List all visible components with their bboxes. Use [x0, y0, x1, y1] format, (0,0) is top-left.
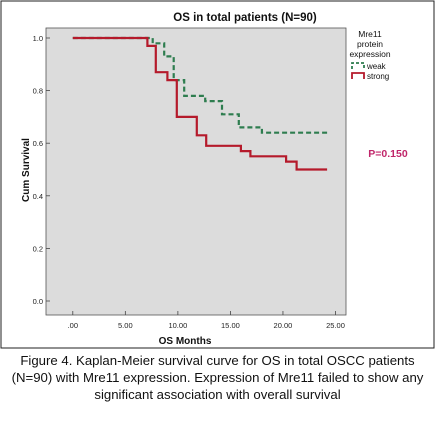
y-tick-label: 0.4: [33, 192, 43, 201]
plot-area: [45, 27, 347, 316]
x-tick-label: 25.00: [326, 321, 345, 330]
series-line-weak: [72, 36, 328, 134]
y-tick-label: 0.6: [33, 139, 43, 148]
y-tick-label: 0.8: [33, 87, 43, 96]
y-tick-label: 0.2: [33, 244, 43, 253]
figure-caption: Figure 4. Kaplan-Meier survival curve fo…: [11, 353, 424, 402]
chart-title: OS in total patients (N=90): [173, 12, 317, 24]
x-tick-label: 5.00: [118, 321, 133, 330]
km-survival-chart: OS in total patients (N=90) OS Months Cu…: [0, 0, 435, 349]
p-value-annotation: P=0.150: [368, 148, 408, 160]
x-axis-ticks: .00 5.00 10.00 15.00 20.00 25.00: [68, 311, 345, 330]
x-tick-label: .00: [68, 321, 78, 330]
legend-title-line: expression: [349, 49, 390, 59]
legend-title-line: Mre11: [358, 29, 382, 39]
legend-label-weak: weak: [366, 62, 387, 71]
y-tick-label: 1.0: [33, 34, 43, 43]
legend-title-line: protein: [357, 39, 383, 49]
x-tick-label: 15.00: [221, 321, 240, 330]
y-tick-label: 0.0: [33, 297, 43, 306]
legend-symbol-weak: [351, 62, 365, 69]
x-tick-label: 20.00: [274, 321, 293, 330]
legend-symbol-strong: [351, 72, 365, 79]
x-axis-label: OS Months: [159, 336, 212, 347]
series-line-strong: [72, 36, 328, 171]
legend-label-strong: strong: [367, 72, 389, 81]
survival-series: [72, 36, 328, 171]
y-axis-ticks: 0.0 0.2 0.4 0.6 0.8 1.0: [33, 34, 50, 306]
x-tick-label: 10.00: [168, 321, 187, 330]
y-axis-label: Cum Survival: [21, 138, 32, 202]
